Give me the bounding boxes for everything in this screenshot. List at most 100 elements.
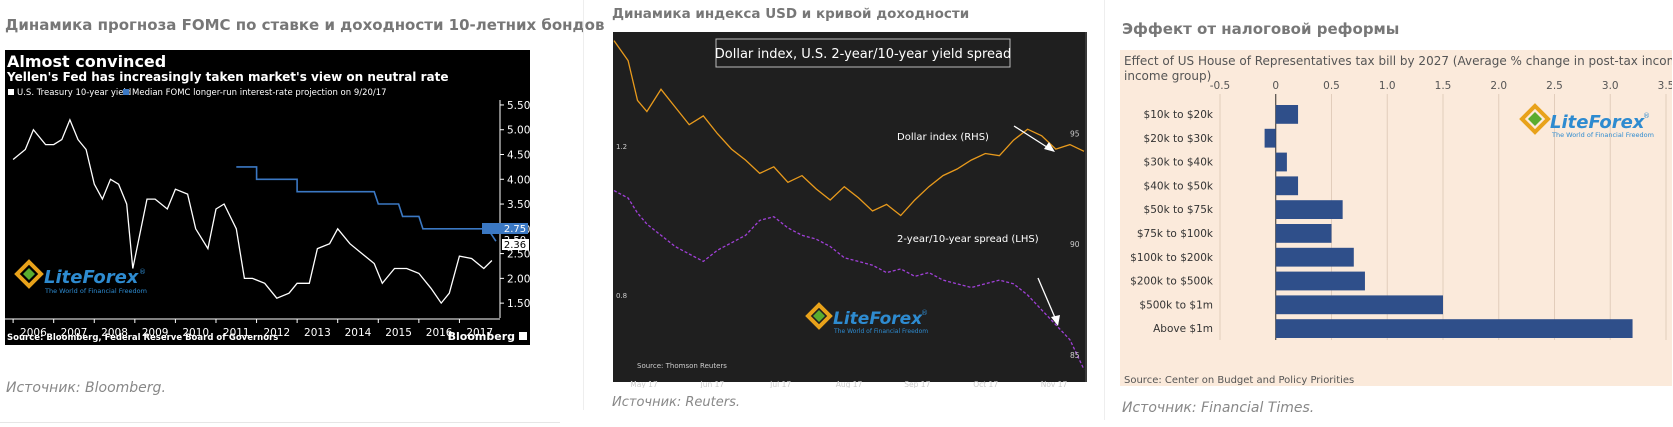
x-tick-label: 2013 — [304, 327, 331, 339]
y-tick-label: 2.00 — [507, 273, 530, 285]
bloomberg-brand: Bloomberg — [448, 330, 515, 343]
x-tick-label: 2017 — [466, 327, 493, 339]
series-line-dollar — [613, 40, 1085, 217]
chart-title-line2: income group) — [1124, 69, 1211, 83]
logo-mark-inner-icon — [23, 268, 35, 280]
logo-registered: ® — [1643, 112, 1650, 120]
x-tick-label: 0 — [1272, 80, 1279, 92]
bar — [1275, 271, 1365, 291]
bloomberg-icon — [519, 332, 527, 340]
divider — [0, 422, 560, 423]
panel-tax: Эффект от налоговой реформы Effect of US… — [1110, 0, 1673, 427]
category-label: $10k to $20k — [1144, 109, 1214, 121]
y-tick-label: 2.50 — [507, 249, 530, 261]
category-label: $200k to $500k — [1130, 276, 1214, 288]
x-tick-label: Oct 17 — [973, 380, 998, 388]
logo-registered: ® — [921, 309, 928, 317]
chart-background — [613, 32, 1087, 382]
chart-source: Source: Thomson Reuters — [637, 362, 727, 370]
end-label-fomc-box — [482, 223, 528, 234]
y-right-tick-label: 90 — [1070, 240, 1080, 249]
x-tick-label: 2007 — [61, 327, 88, 339]
logo-mark-icon — [14, 259, 44, 289]
annotation-spread: 2-year/10-year spread (LHS) — [897, 234, 1039, 245]
chart-source: Source: Center on Budget and Policy Prio… — [1124, 375, 1354, 386]
x-tick-label: 2014 — [345, 327, 372, 339]
x-tick-label: 2008 — [101, 327, 128, 339]
panel-usd: Динамика индекса USD и кривой доходности… — [590, 0, 1100, 427]
legend-swatch-yield — [8, 89, 14, 95]
x-tick-label: 1.5 — [1435, 80, 1452, 92]
x-tick-label: 1.0 — [1379, 80, 1396, 92]
chart-title: Almost convinced — [7, 52, 166, 71]
tax-chart: Effect of US House of Representatives ta… — [1120, 50, 1672, 386]
bar — [1275, 319, 1633, 338]
y-tick-label: 4.00 — [507, 174, 530, 186]
chart-source: Source: Bloomberg, Federal Reserve Board… — [7, 333, 278, 343]
legend-swatch-fomc — [123, 89, 129, 95]
x-tick-label: 2015 — [385, 327, 412, 339]
chart-title-line1: Effect of US House of Representatives ta… — [1124, 54, 1672, 68]
x-tick-label: 2.0 — [1490, 80, 1507, 92]
bar — [1264, 128, 1276, 148]
annotation-dollar: Dollar index (RHS) — [897, 132, 989, 143]
logo-tagline: The World of Financial Freedom — [1551, 131, 1654, 139]
liteforex-logo: LiteForex ® The World of Financial Freed… — [1519, 103, 1654, 139]
x-tick-label: 3.5 — [1658, 80, 1672, 92]
y-left-tick-label: 0.8 — [616, 292, 627, 300]
x-tick-label: Jul 17 — [769, 380, 791, 388]
legend-yield: U.S. Treasury 10-year yield — [17, 88, 131, 98]
end-label-yield: 2.36 — [504, 240, 526, 251]
x-tick-label: 2006 — [20, 327, 47, 339]
y-tick-label: 1.50 — [507, 298, 530, 310]
logo-registered: ® — [139, 268, 146, 276]
panel-title: Эффект от налоговой реформы — [1122, 20, 1400, 38]
x-tick-label: 2016 — [426, 327, 453, 339]
y-tick-label: 3.50 — [507, 199, 530, 211]
liteforex-logo: LiteForex ® The World of Financial Freed… — [805, 302, 928, 335]
logo-mark-inner-icon — [813, 310, 825, 322]
logo-tagline: The World of Financial Freedom — [833, 328, 928, 335]
x-tick-label: 2009 — [142, 327, 169, 339]
x-tick-label: 2.5 — [1546, 80, 1563, 92]
logo-brand: LiteForex — [1550, 112, 1646, 133]
category-label: $40k to $50k — [1144, 180, 1214, 192]
x-tick-label: Aug 17 — [836, 380, 863, 388]
panel-fomc: Динамика прогноза FOMC по ставке и доход… — [0, 0, 604, 427]
arrow-dollar-icon — [1013, 125, 1055, 152]
bar — [1275, 224, 1332, 243]
category-label: $500k to $1m — [1139, 299, 1213, 311]
logo-brand: LiteForex — [833, 309, 923, 329]
legend-fomc: Median FOMC longer-run interest-rate pro… — [132, 88, 387, 98]
chart-title-box — [715, 38, 1011, 68]
bar — [1275, 200, 1343, 219]
panel-caption: Источник: Bloomberg. — [6, 380, 166, 396]
panel-caption: Источник: Financial Times. — [1122, 400, 1315, 416]
x-tick-label: May 17 — [630, 380, 658, 388]
logo-brand: LiteForex — [44, 267, 140, 288]
fomc-chart: Almost convinced Yellen's Fed has increa… — [5, 50, 530, 345]
category-label: $100k to $200k — [1130, 252, 1214, 264]
y-right-tick-label: 95 — [1070, 130, 1080, 139]
divider — [1104, 0, 1105, 420]
series-line-yield — [12, 118, 493, 305]
logo-mark-inner-icon — [1528, 112, 1542, 126]
x-tick-label: Sep 17 — [904, 380, 930, 388]
usd-chart: Dollar index, U.S. 2-year/10-year yield … — [613, 32, 1087, 388]
logo-tagline: The World of Financial Freedom — [44, 287, 147, 295]
bar — [1275, 295, 1443, 315]
y-tick-label: 4.50 — [507, 150, 530, 162]
x-tick-label: 0.5 — [1323, 80, 1340, 92]
bar — [1275, 176, 1299, 196]
category-label: $75k to $100k — [1137, 228, 1214, 240]
end-label-fomc: 2.75 — [504, 224, 526, 235]
x-tick-label: Jun 17 — [700, 380, 725, 388]
logo-mark-icon — [805, 302, 833, 330]
category-label: $50k to $75k — [1144, 204, 1214, 216]
x-tick-label: 2010 — [182, 327, 209, 339]
panel-caption: Источник: Reuters. — [612, 395, 741, 410]
y-right-tick-label: 85 — [1070, 351, 1080, 360]
x-tick-label: 3.0 — [1602, 80, 1619, 92]
panel-title: Динамика прогноза FOMC по ставке и доход… — [5, 16, 605, 34]
category-label: $30k to $40k — [1144, 157, 1214, 169]
